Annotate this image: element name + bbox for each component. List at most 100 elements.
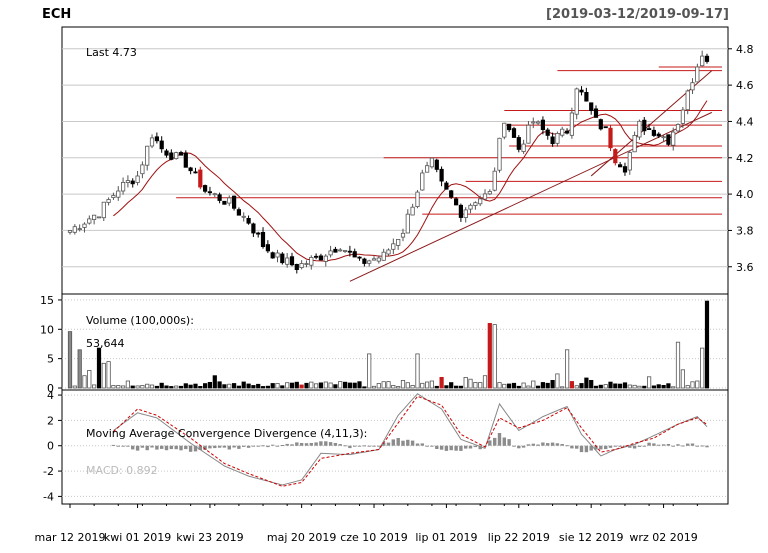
macd-histogram-bar <box>681 445 685 447</box>
candle-body <box>671 131 676 146</box>
candle-body <box>516 137 521 150</box>
volume-bar <box>236 385 241 389</box>
price-tick-label: 4.2 <box>736 152 754 165</box>
volume-bar <box>92 384 97 389</box>
volume-bar <box>342 381 348 389</box>
candle-body <box>497 137 502 171</box>
volume-bar <box>106 361 111 389</box>
macd-histogram-bar <box>382 442 386 446</box>
x-tick-label: lip 01 2019 <box>415 531 477 544</box>
volume-bar <box>72 385 77 389</box>
volume-bar <box>164 385 169 389</box>
candle-body <box>376 257 381 262</box>
candle-body <box>700 55 705 67</box>
macd-histogram-bar <box>198 445 202 450</box>
candle-body <box>87 218 92 224</box>
candle-body <box>589 102 594 112</box>
macd-histogram-bar <box>251 445 256 447</box>
volume-bar <box>251 385 256 389</box>
volume-bar <box>516 385 521 389</box>
volume-tick-label: 10 <box>40 323 54 336</box>
volume-bar <box>666 383 671 389</box>
x-tick-label: lip 22 2019 <box>488 531 550 544</box>
macd-histogram-bar <box>174 445 178 450</box>
macd-histogram-bar <box>507 439 511 446</box>
macd-histogram-bar <box>188 445 193 452</box>
volume-bar <box>338 381 343 389</box>
candle-body <box>593 108 599 118</box>
macd-value: MACD: 0.892 <box>86 464 158 477</box>
volume-bar <box>212 375 217 389</box>
volume-bar <box>584 377 589 389</box>
candle-body <box>415 191 420 208</box>
macd-histogram-bar <box>599 445 603 450</box>
volume-bar <box>671 386 676 389</box>
volume-bar <box>506 383 512 389</box>
volume-bar <box>410 384 415 389</box>
macd-histogram-bar <box>628 445 632 448</box>
x-tick-label: kwi 23 2019 <box>176 531 243 544</box>
macd-histogram-bar <box>502 437 506 446</box>
candle-body <box>178 152 184 156</box>
volume-bar <box>521 382 526 389</box>
axis-ticks: 3.6 3.8 4.0 4.2 4.4 4.6 4.8 0 5 10 15 -4 -2 0 2 4 mar 12… <box>35 43 754 544</box>
candle-body <box>106 199 111 203</box>
macd-histogram-bar <box>410 440 415 446</box>
volume-bar <box>304 382 309 389</box>
macd-histogram-bar <box>328 442 333 446</box>
candle-body <box>72 226 77 233</box>
candle-body <box>145 145 150 166</box>
macd-label: Moving Average Convergence Divergence (4… <box>86 427 367 440</box>
volume-bar <box>116 385 121 389</box>
volume-bar <box>299 384 304 389</box>
candle-body <box>685 90 690 111</box>
candle-body <box>188 167 193 172</box>
macd-histogram-bar <box>473 445 478 448</box>
candle-body <box>352 251 357 258</box>
candle-body <box>212 193 217 196</box>
x-tick-label: cze 10 2019 <box>340 531 408 544</box>
candle-body <box>309 256 314 266</box>
trendline <box>349 111 713 282</box>
macd-histogram-bar <box>546 443 550 446</box>
macd-histogram-bar <box>406 439 410 446</box>
macd-histogram-bar <box>295 442 299 446</box>
candle-body <box>396 238 401 246</box>
macd-histogram-bar <box>594 445 598 450</box>
volume-bar <box>174 385 179 389</box>
candle-body <box>555 132 560 144</box>
macd-histogram-bar <box>439 445 444 450</box>
macd-histogram-bar <box>237 445 241 449</box>
candle-body <box>526 124 531 144</box>
candle-body <box>666 134 671 145</box>
volume-bar <box>642 385 647 389</box>
macd-histogram-bar <box>275 445 280 447</box>
macd-histogram-bar <box>285 443 289 446</box>
volume-bar <box>656 384 661 389</box>
volume-bar <box>87 369 92 389</box>
candle-body <box>304 263 309 265</box>
volume-bar <box>231 383 237 389</box>
volume-panel <box>61 293 729 391</box>
volume-bar <box>347 382 353 389</box>
macd-histogram-bar <box>604 445 608 450</box>
macd-histogram-bar <box>391 439 395 446</box>
volume-bar <box>680 369 686 389</box>
macd-histogram-bar <box>299 443 304 446</box>
candle-body <box>338 249 343 252</box>
macd-histogram-bar <box>160 445 164 449</box>
volume-bar <box>270 383 275 389</box>
candle-body <box>618 164 623 168</box>
volume-bar <box>497 382 502 389</box>
volume-bar <box>121 385 126 389</box>
volume-bar <box>333 384 338 389</box>
candle-body <box>492 170 497 191</box>
volume-bar <box>125 380 130 389</box>
volume-value: 53,644 <box>86 337 125 350</box>
volume-bar <box>357 381 362 389</box>
macd-histogram-bar <box>213 445 217 449</box>
volume-bar <box>651 385 657 389</box>
chart-title: ECH <box>42 7 71 22</box>
macd-tick-label: 2 <box>47 414 54 427</box>
